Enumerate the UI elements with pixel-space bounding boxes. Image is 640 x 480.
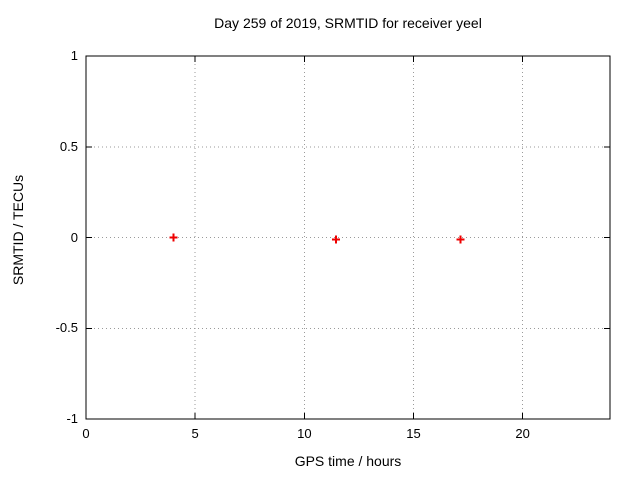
plot-border [85,55,611,420]
chart-title: Day 259 of 2019, SRMTID for receiver yee… [214,15,482,31]
y-tick-label: 1 [70,48,78,63]
x-tick-label: 20 [515,426,530,441]
x-tick-label: 0 [82,426,90,441]
y-tick-label: -0.5 [55,320,78,336]
x-axis-label: GPS time / hours [294,453,402,469]
x-tick-label: 10 [297,426,312,441]
y-tick-label: -1 [66,411,78,426]
x-tick-label: 15 [406,426,421,441]
x-tick-label: 5 [191,426,199,441]
y-tick-label: 0.5 [59,138,78,154]
y-tick-label: 0 [70,229,78,245]
